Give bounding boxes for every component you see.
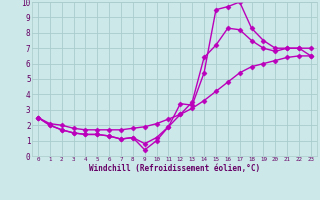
X-axis label: Windchill (Refroidissement éolien,°C): Windchill (Refroidissement éolien,°C) (89, 164, 260, 173)
